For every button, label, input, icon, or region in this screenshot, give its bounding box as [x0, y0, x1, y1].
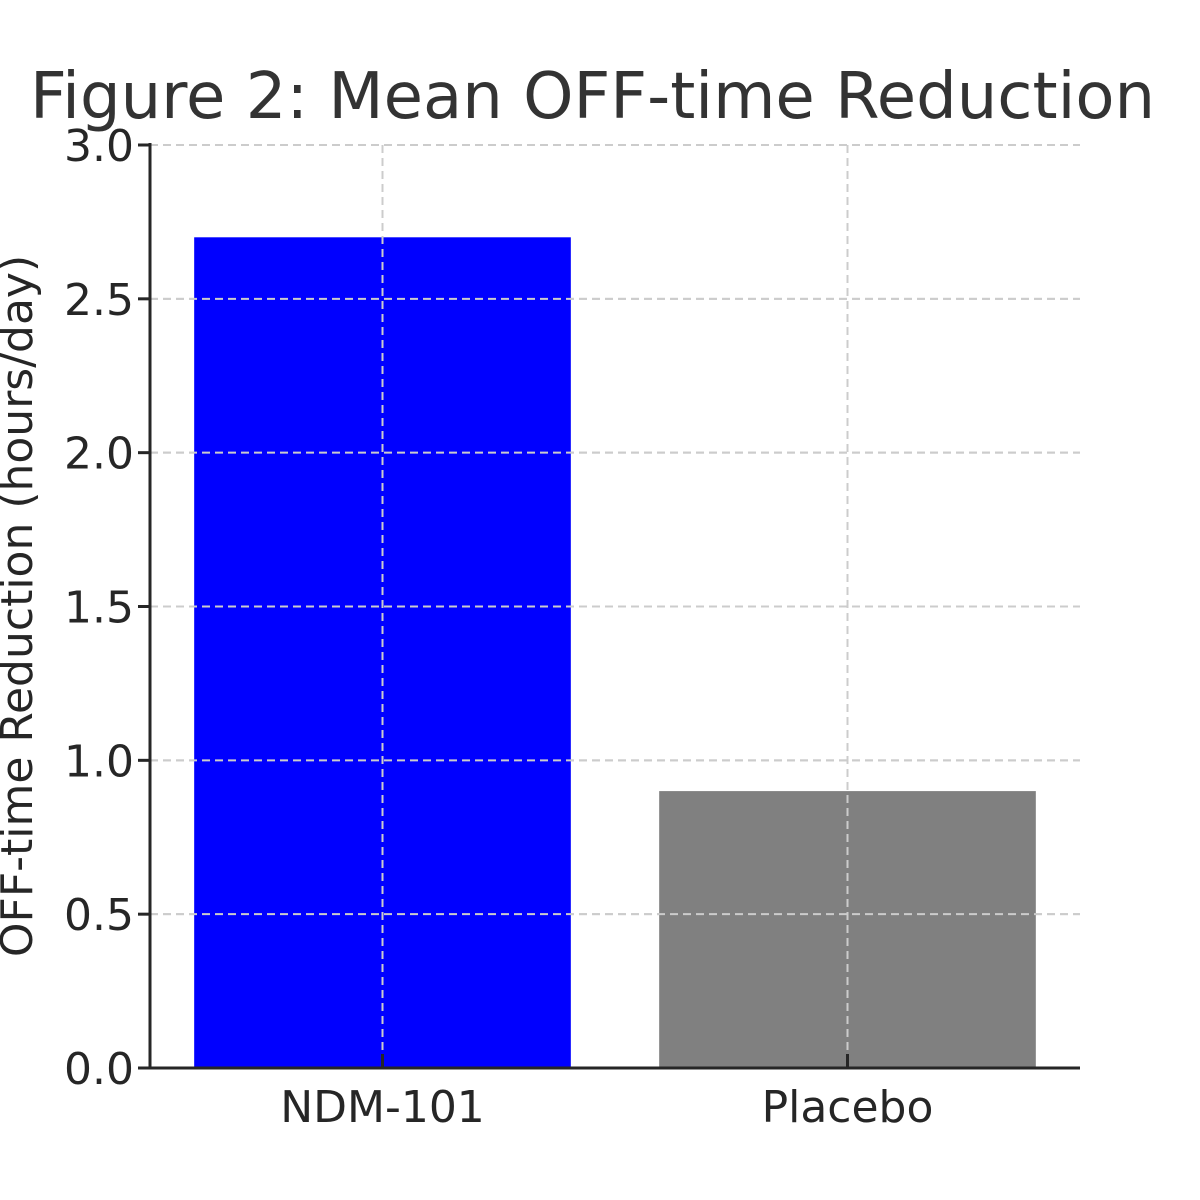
- x-tick-label: Placebo: [762, 1082, 934, 1133]
- y-tick-label: 3.0: [64, 121, 134, 172]
- y-tick-label: 2.5: [64, 275, 134, 326]
- bars: [150, 144, 1080, 1069]
- y-tick-label: 2.0: [64, 429, 134, 480]
- x-tick-label: NDM-101: [280, 1082, 485, 1133]
- y-tick-label: 0.0: [64, 1044, 134, 1095]
- y-axis-label: OFF-time Reduction (hours/day): [0, 255, 43, 957]
- x-ticks: NDM-101 Placebo: [280, 1054, 933, 1133]
- y-ticks: 0.0 0.5 1.0 1.5 2.0 2.5 3.0: [64, 121, 150, 1095]
- y-tick-label: 1.5: [64, 583, 134, 634]
- y-tick-label: 0.5: [64, 890, 134, 941]
- y-tick-label: 1.0: [64, 736, 134, 787]
- chart-title: Figure 2: Mean OFF-time Reduction: [30, 60, 1155, 134]
